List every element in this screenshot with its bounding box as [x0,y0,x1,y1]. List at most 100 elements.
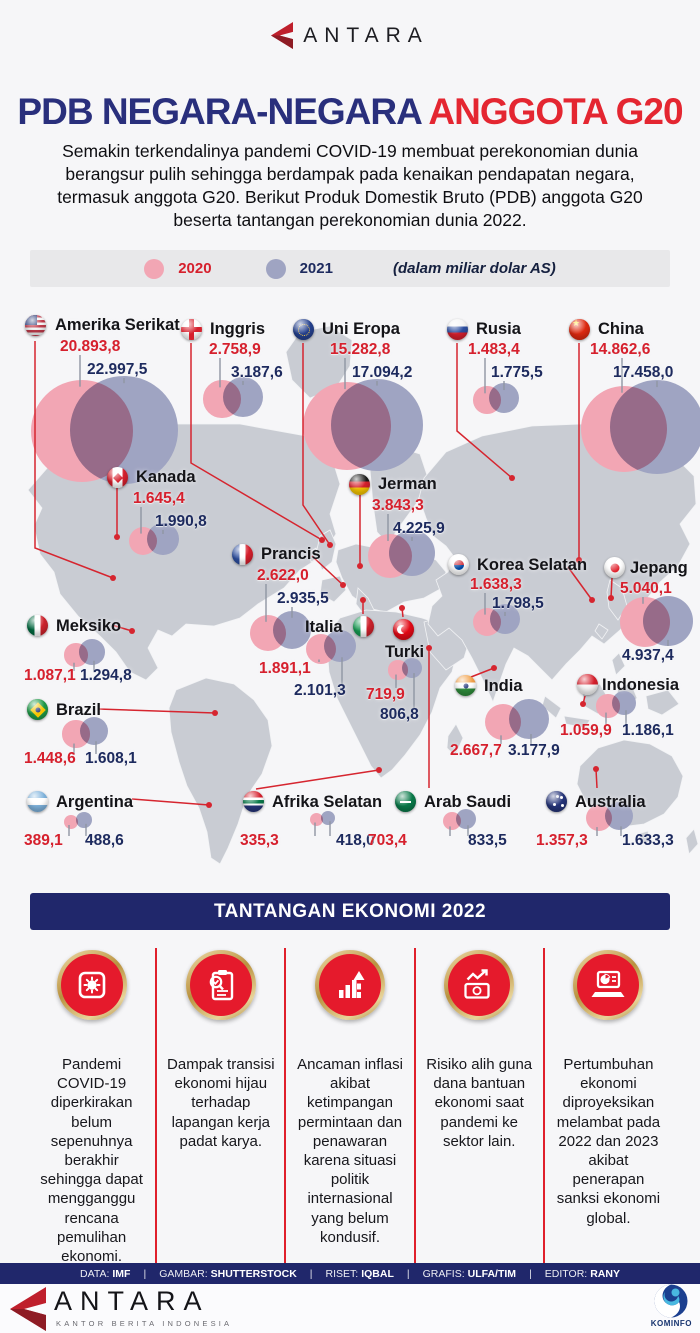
flag-br-icon [27,699,48,720]
gdp-2020-us: 20.893,8 [60,338,121,355]
gdp-2021-jp: 4.937,4 [622,647,674,664]
checklist-icon-inner [189,954,252,1016]
gdp-2021-mx: 1.294,8 [80,667,132,684]
legend-2021-swatch [265,258,286,279]
flag-sa-icon [395,791,416,812]
gdp-2020-in: 2.667,7 [450,742,502,759]
money-icon-inner [448,954,511,1016]
flag-mx-icon [27,615,48,636]
antara-wordmark: ANTARA [303,23,429,47]
gdp-2021-id: 1.186,1 [622,722,674,739]
antara-tagline: KANTOR BERITA INDONESIA [56,1319,233,1329]
gdp-2020-cn: 14.862,6 [590,341,651,358]
gdp-2020-ar: 389,1 [24,832,63,849]
country-name-fr: Prancis [261,545,321,563]
credit-separator: | [309,1267,313,1280]
country-name-de: Jerman [378,475,437,493]
flag-za-icon [243,791,264,812]
gdp-2021-cn: 17.458,0 [613,364,674,381]
flag-ar-icon [27,791,48,812]
inflation-icon [315,950,385,1020]
page-title: PDB NEGARA-NEGARA ANGGOTA G20 [0,91,700,133]
kominfo-wordmark: KOMINFO [650,1319,692,1328]
gdp-2021-tr: 806,8 [380,706,419,723]
gdp-2021-ru: 1.775,5 [491,364,543,381]
credit-gambar: GAMBAR: SHUTTERSTOCK [159,1267,297,1280]
challenge-text-4: Risiko alih guna dana bantuan ekonomi sa… [426,1056,533,1150]
flag-ca-icon [107,467,128,488]
challenge-item-5: Pertumbuhan ekonomi diproyeksikan melamb… [542,948,672,1282]
gdp-2020-mx: 1.087,1 [24,667,76,684]
money-icon [444,950,515,1020]
country-name-uk: Inggris [210,320,266,338]
gdp-2020-id: 1.059,9 [560,722,612,739]
challenges-row: Pandemi COVID-19 diperkirakan belum sepe… [28,948,672,1282]
checklist-icon [185,950,256,1020]
title-accent: ANGGOTA G20 [428,90,683,132]
flag-tr-icon [393,619,414,640]
country-name-mx: Meksiko [56,617,122,635]
kominfo-logo: KOMINFO [651,1284,692,1328]
gdp-2021-it: 2.101,3 [294,682,346,699]
gdp-2020-uk: 2.758,9 [209,341,261,358]
country-name-br: Brazil [56,701,101,719]
challenge-text-3: Ancaman inflasi akibat ketimpangan permi… [297,1056,403,1246]
gdp-2021-us: 22.997,5 [87,361,148,378]
country-name-id: Indonesia [602,676,680,694]
challenge-item-4: Risiko alih guna dana bantuan ekonomi sa… [413,948,543,1282]
challenge-text-2: Dampak transisi ekonomi hijau terhadap l… [167,1056,275,1150]
country-name-ar: Argentina [56,793,134,811]
country-name-ca: Kanada [136,468,196,486]
inflation-icon-inner [319,954,381,1016]
country-name-jp: Jepang [630,559,688,577]
legend-bar: 2020 2021 (dalam miliar dolar AS) [30,250,670,287]
gdp-2021-au: 1.633,3 [622,832,674,849]
gdp-2020-eu: 15.282,8 [330,341,391,358]
country-name-us: Amerika Serikat [55,316,180,334]
intro-paragraph: Semakin terkendalinya pandemi COVID-19 m… [57,140,643,230]
challenge-item-1: Pandemi COVID-19 diperkirakan belum sepe… [28,948,155,1281]
kominfo-wave-icon [654,1284,688,1318]
country-name-ru: Rusia [476,320,521,338]
flag-it-icon [353,616,374,637]
antara-top-logo: ANTARA [0,22,700,49]
challenge-text-5: Pertumbuhan ekonomi diproyeksikan melamb… [556,1056,661,1227]
country-name-sa: Arab Saudi [424,793,512,811]
flag-kr-icon [448,554,469,575]
gdp-2021-ar: 488,6 [85,832,124,849]
gdp-2020-br: 1.448,6 [24,750,76,767]
flag-us-icon [25,315,46,336]
footer: ANTARA KANTOR BERITA INDONESIA KOMINFO [0,1284,700,1333]
flag-de-icon [349,474,370,495]
challenges-banner: TANTANGAN EKONOMI 2022 [30,893,670,930]
gdp-2021-eu: 17.094,2 [352,364,413,381]
gdp-2020-au: 1.357,3 [536,832,588,849]
credit-riset: RISET: IQBAL [325,1267,394,1280]
flag-uk-icon [181,319,202,340]
gdp-2021-de: 4.225,9 [393,520,445,537]
gdp-2020-tr: 719,9 [366,686,405,703]
flag-au-icon [546,791,567,812]
credit-grafis: GRAFIS: ULFA/TIM [422,1267,517,1280]
credit-editor: EDITOR: RANY [544,1267,620,1280]
country-name-za: Afrika Selatan [272,793,383,811]
gdp-2020-fr: 2.622,0 [257,567,309,584]
country-name-au: Australia [575,793,646,811]
laptop-icon-inner [577,954,640,1016]
gdp-2021-br: 1.608,1 [85,750,137,767]
flag-id-icon [577,674,598,695]
gdp-2020-za: 335,3 [240,832,279,849]
gdp-2020-ru: 1.483,4 [468,341,520,358]
flag-in-icon [455,675,476,696]
country-name-it: Italia [305,618,343,636]
country-name-cn: China [598,320,644,338]
gdp-2020-jp: 5.040,1 [620,580,672,597]
flag-fr-icon [232,544,253,565]
legend-unit-note: (dalam miliar dolar AS) [392,260,556,277]
virus-icon [56,950,127,1020]
virus-icon-inner [60,954,123,1016]
credit-data: DATA: IMF [80,1267,131,1280]
gdp-2021-ca: 1.990,8 [155,513,207,530]
